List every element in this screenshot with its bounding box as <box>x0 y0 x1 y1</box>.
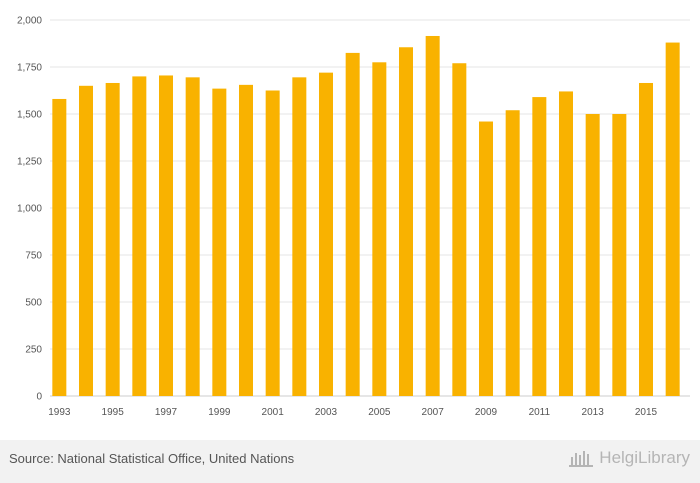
x-tick-label: 1993 <box>48 407 71 418</box>
bar-2011[interactable] <box>532 97 547 396</box>
y-tick-label: 0 <box>36 392 42 403</box>
y-tick-label: 1,500 <box>17 110 42 121</box>
x-tick-label: 2005 <box>368 407 391 418</box>
bar-1996[interactable] <box>132 76 147 397</box>
chart-footer: Source: National Statistical Office, Uni… <box>0 440 700 483</box>
bar-2004[interactable] <box>345 52 360 397</box>
bar-2014[interactable] <box>612 114 627 396</box>
bar-2005[interactable] <box>372 62 387 397</box>
bar-2003[interactable] <box>319 72 333 396</box>
brand-logo: HelgiLibrary <box>569 448 690 468</box>
x-tick-label: 1999 <box>208 407 231 418</box>
bar-2001[interactable] <box>265 90 280 397</box>
bar-2013[interactable] <box>585 114 600 396</box>
bar-2010[interactable] <box>505 110 520 397</box>
bar-2000[interactable] <box>239 84 253 397</box>
y-tick-label: 500 <box>25 298 42 309</box>
bar-2015[interactable] <box>639 82 653 396</box>
bar-1993[interactable] <box>52 98 67 397</box>
bar-1995[interactable] <box>105 82 120 396</box>
x-tick-label: 2003 <box>315 407 338 418</box>
y-tick-label: 1,250 <box>17 157 42 168</box>
bar-1994[interactable] <box>79 85 93 397</box>
y-tick-label: 1,750 <box>17 63 42 74</box>
y-tick-label: 2,000 <box>17 16 42 27</box>
bar-2007[interactable] <box>425 35 440 396</box>
bar-1999[interactable] <box>212 88 227 397</box>
x-tick-label: 2007 <box>422 407 445 418</box>
x-tick-label: 2013 <box>582 407 605 418</box>
helgilibrary-logo-icon <box>569 451 594 467</box>
x-tick-label: 2011 <box>529 407 551 418</box>
bar-2006[interactable] <box>399 47 413 396</box>
y-tick-label: 750 <box>25 251 42 262</box>
brand-name: HelgiLibrary <box>599 448 690 467</box>
source-note: Source: National Statistical Office, Uni… <box>9 451 295 466</box>
bar-1998[interactable] <box>185 77 200 396</box>
x-tick-label: 2015 <box>635 407 658 418</box>
y-tick-label: 250 <box>25 345 42 356</box>
x-tick-label: 1995 <box>102 407 125 418</box>
y-tick-label: 1,000 <box>17 204 42 215</box>
bar-chart: 0 250 500 750 1,000 1,250 1,500 1,750 2,000 1993 1… <box>17 16 690 418</box>
bar-2012[interactable] <box>559 91 573 396</box>
bar-2008[interactable] <box>452 63 467 397</box>
bar-1997[interactable] <box>159 75 173 397</box>
x-tick-label: 2009 <box>475 407 498 418</box>
bar-2009[interactable] <box>479 121 493 397</box>
bar-2002[interactable] <box>292 77 307 396</box>
x-tick-label: 1997 <box>155 407 178 418</box>
x-tick-label: 2001 <box>262 407 285 418</box>
bar-2016[interactable] <box>665 42 680 397</box>
